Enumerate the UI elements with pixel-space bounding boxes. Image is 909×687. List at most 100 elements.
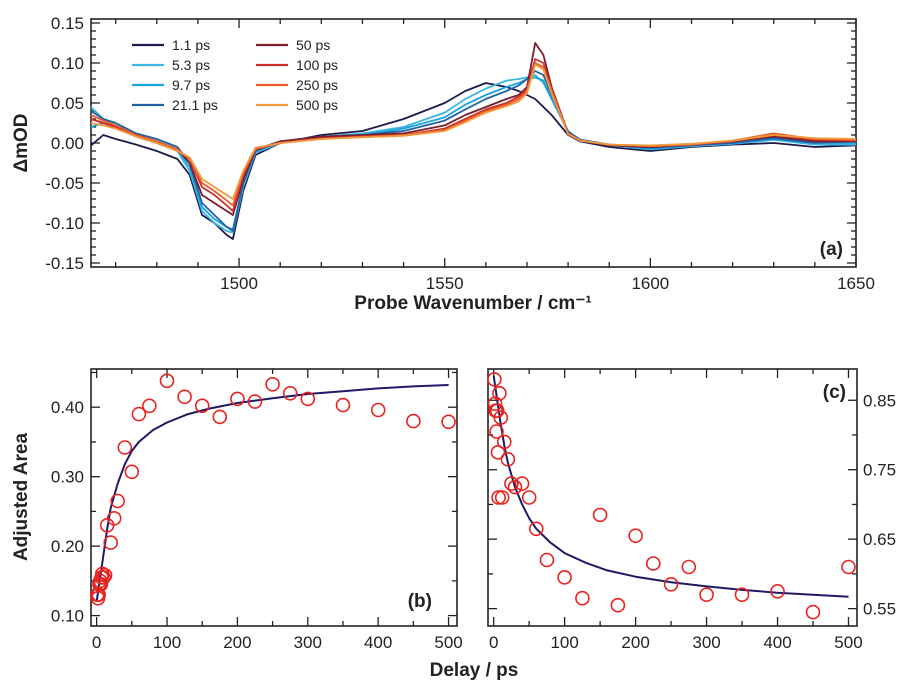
panel-b-ticks [91,369,457,626]
data-point [663,576,679,592]
fit-curve [95,384,449,602]
y-tick-label: 0.65 [863,530,896,549]
panel-a-legend: 1.1 ps 5.3 ps 9.7 ps 21.1 ps 50 ps 100 ps 250 … [132,37,338,113]
x-tick-label: 1550 [426,274,464,293]
panel-c-ticks [488,369,857,626]
fit-curve [492,375,849,598]
y-tick-label: -0.05 [45,174,84,193]
data-point [441,414,456,430]
data-point [96,570,111,585]
data-point [493,410,509,425]
data-point [681,559,697,575]
data-point [496,434,512,450]
y-tick-label: 0.00 [51,134,84,153]
data-point [106,510,122,526]
y-tick-label: 0.05 [51,94,84,113]
panel-a: 1500 1550 1600 1650 -0.15 -0.10 -0.05 0.00 0.05 0… [11,14,875,314]
data-point [514,476,530,491]
panel-b-ylabel: Adjusted Area [11,433,32,562]
x-tick-label: 300 [294,633,322,652]
y-tick-label: 0.55 [863,600,896,619]
x-tick-label: 400 [364,633,392,652]
data-point [124,464,140,480]
panel-c-fit [492,375,849,598]
x-tick-label: 500 [434,633,462,652]
data-point [103,535,118,550]
data-point [194,398,210,414]
data-point [521,490,537,505]
data-point [265,376,280,392]
panel-a-tick-labels: 1500 1550 1600 1650 -0.15 -0.10 -0.05 0.00 0.05 0… [45,14,875,293]
legend-label: 500 ps [296,97,338,113]
y-tick-label: 0.30 [51,468,84,487]
data-point [557,570,572,585]
y-tick-label: 0.85 [863,391,896,410]
data-point [335,397,351,413]
panel-c-frame [487,368,858,627]
data-point [841,559,856,575]
data-point [159,373,175,389]
data-point [494,490,510,505]
data-point [491,490,506,505]
data-point [93,576,109,592]
data-point [97,567,113,583]
data-point [370,402,386,418]
data-point [300,391,316,407]
y-tick-label: 0.40 [51,398,84,417]
x-tick-label: 200 [621,633,649,652]
data-point [539,552,555,568]
y-tick-label: 0.15 [51,14,84,33]
data-point [117,440,133,455]
data-point [489,403,505,419]
x-tick-label: 1500 [220,274,258,293]
data-point [805,604,821,620]
y-tick-label: 0.10 [51,54,84,73]
legend-label: 250 ps [296,77,338,93]
x-tick-label: 0 [92,633,101,652]
data-point [770,583,785,599]
panel-c-label: (c) [823,382,846,403]
data-point [91,587,106,603]
x-tick-label: 100 [550,633,578,652]
x-tick-label: 1650 [837,274,875,293]
x-tick-label: 500 [834,633,862,652]
panel-a-xlabel: Probe Wavenumber / cm⁻¹ [354,293,591,314]
data-point [610,597,626,613]
panel-b-frame [90,368,458,627]
panel-c-points [487,372,856,620]
data-point [487,372,502,387]
x-tick-label: 200 [223,633,251,652]
legend-label: 5.3 ps [172,57,210,73]
data-point [110,493,125,509]
x-tick-label: 100 [153,633,181,652]
panel-a-label: (a) [820,239,843,260]
y-tick-label: 0.75 [863,461,896,480]
y-tick-label: -0.10 [45,214,84,233]
panel-b-tick-labels: 0 100 200 300 400 500 0.10 0.20 0.30 0.40 [51,398,463,652]
legend-label: 1.1 ps [172,37,210,53]
panel-b-points [90,373,456,606]
data-point [247,394,263,409]
data-point [406,413,421,429]
data-point [492,385,507,401]
y-tick-label: 0.20 [51,537,84,556]
x-tick-label: 300 [692,633,720,652]
series-line-500-ps [90,63,857,200]
data-point [282,385,298,401]
legend-label: 50 ps [296,37,330,53]
data-point [645,556,661,571]
data-point [230,391,245,407]
data-point [592,507,608,523]
data-point [699,587,714,603]
legend-label: 9.7 ps [172,77,210,93]
x-tick-label: 400 [763,633,791,652]
data-point [507,479,523,495]
x-tick-label: 1600 [631,274,669,293]
panel-a-ticks [91,19,857,267]
data-point [490,445,506,460]
y-tick-label: -0.15 [45,254,84,273]
panel-b-fit [95,384,449,602]
data-point [489,424,504,439]
